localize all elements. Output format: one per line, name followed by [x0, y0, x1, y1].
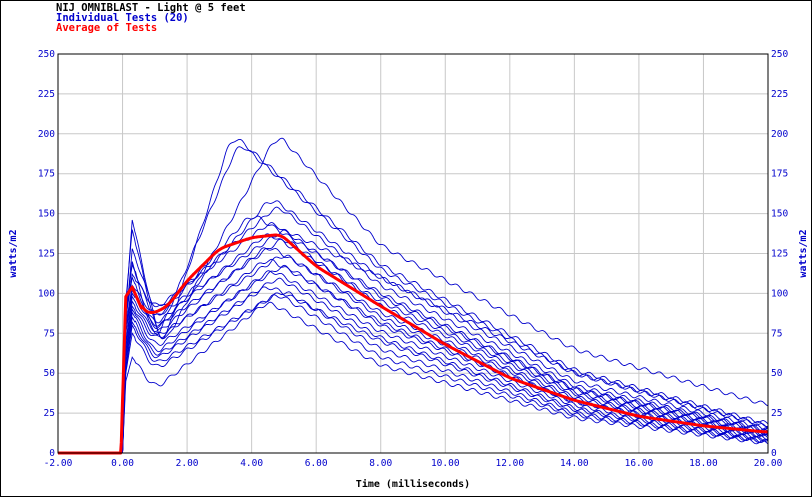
- individual-test-series: [58, 137, 769, 454]
- individual-test-line-13: [58, 258, 769, 454]
- individual-test-line-19: [58, 294, 769, 454]
- individual-test-line-17: [58, 286, 769, 454]
- individual-test-line-9: [58, 233, 769, 454]
- x-tick-label: 2.00: [176, 458, 199, 469]
- y-tick-label-right: 100: [771, 288, 788, 299]
- individual-test-line-1: [58, 138, 769, 454]
- y-tick-label: 0: [49, 448, 55, 459]
- x-tick-label: 10.00: [431, 458, 460, 469]
- y-tick-label: 150: [38, 209, 55, 220]
- y-tick-label: 250: [38, 49, 55, 60]
- y-tick-label-right: 0: [771, 448, 777, 459]
- y-tick-label: 225: [38, 89, 55, 100]
- y-tick-label-right: 125: [771, 249, 788, 260]
- legend-individual-tests: Individual Tests (20): [56, 12, 189, 24]
- x-tick-label: 12.00: [496, 458, 525, 469]
- individual-test-line-12: [58, 254, 769, 454]
- individual-test-line-2: [58, 137, 769, 454]
- y-tick-label-right: 50: [771, 368, 783, 379]
- individual-test-line-11: [58, 247, 769, 454]
- x-tick-label: -2.00: [44, 458, 73, 469]
- y-tick-label-right: 25: [771, 408, 782, 419]
- grid-lines: [57, 53, 769, 454]
- legend-average-of-tests: Average of Tests: [56, 22, 158, 34]
- x-tick-label: 14.00: [560, 458, 589, 469]
- y-tick-label-right: 250: [771, 49, 788, 60]
- x-tick-label: 18.00: [689, 458, 718, 469]
- individual-test-line-20: [58, 301, 769, 454]
- individual-test-line-8: [58, 229, 769, 454]
- plot-area-border: [57, 53, 769, 454]
- y-tick-label: 175: [38, 169, 55, 180]
- y-tick-label-right: 150: [771, 209, 788, 220]
- y-tick-label-right: 175: [771, 169, 788, 180]
- x-tick-label: 0.00: [111, 458, 134, 469]
- individual-test-line-4: [58, 200, 769, 454]
- y-axis-label: watts/m2: [8, 229, 19, 277]
- x-tick-label: 20.00: [754, 458, 783, 469]
- x-tick-label: 8.00: [369, 458, 392, 469]
- y-tick-label: 100: [38, 288, 55, 299]
- y-tick-label: 75: [44, 328, 55, 339]
- average-line: [57, 233, 769, 455]
- y-axis-label-right: watts/m2: [798, 229, 809, 277]
- average-series: [57, 233, 769, 455]
- x-axis-label: Time (milliseconds): [356, 478, 470, 490]
- y-tick-label-right: 225: [771, 89, 788, 100]
- x-tick-label: 6.00: [305, 458, 328, 469]
- y-tick-labels-right: 0 25 50 75 100 125 150 175 200 225 250: [771, 49, 788, 459]
- x-tick-label: 16.00: [625, 458, 654, 469]
- x-tick-label: 4.00: [240, 458, 263, 469]
- individual-test-line-14: [58, 264, 769, 454]
- y-tick-labels-left: 0 25 50 75 100 125 150 175 200 225 250: [38, 49, 55, 459]
- y-tick-label: 125: [38, 249, 55, 260]
- y-tick-label-right: 200: [771, 129, 788, 140]
- individual-test-line-15: [58, 270, 768, 454]
- y-tick-label: 25: [44, 408, 55, 419]
- chart-title: NIJ OMNIBLAST - Light @ 5 feet: [56, 2, 246, 14]
- individual-test-line-6: [58, 215, 769, 454]
- individual-test-line-5: [58, 206, 769, 454]
- y-tick-label-right: 75: [771, 328, 782, 339]
- y-tick-label: 200: [38, 129, 55, 140]
- x-tick-labels: -2.00 0.00 2.00 4.00 6.00 8.00 10.00 12.00 14.00…: [44, 458, 783, 469]
- y-tick-label: 50: [44, 368, 56, 379]
